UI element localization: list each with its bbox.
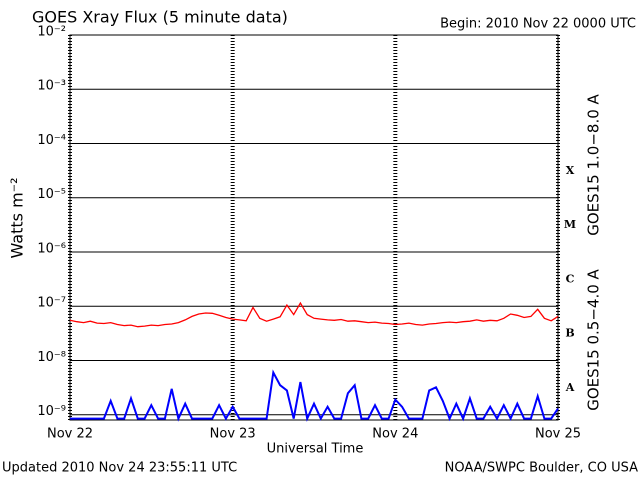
legend-label: GOES15 1.0−8.0 A [585, 93, 603, 235]
class-label: A [565, 381, 575, 394]
y-tick-label: 10⁻⁹ [37, 404, 66, 419]
class-label: M [564, 218, 576, 231]
y-tick-label: 10⁻³ [37, 79, 66, 94]
plot-frame [69, 34, 559, 421]
y-tick-label: 10⁻⁶ [37, 241, 66, 256]
y-tick-label: 10⁻² [37, 25, 66, 40]
class-label: C [566, 272, 575, 285]
legend-label: GOES15 0.5−4.0 A [585, 268, 603, 410]
y-axis-label: Watts m⁻² [8, 177, 27, 258]
y-tick-label: 10⁻⁴ [37, 133, 66, 148]
subtitle: Begin: 2010 Nov 22 0000 UTC [440, 17, 636, 32]
x-tick-label: Nov 22 [47, 427, 93, 442]
footer-right: NOAA/SWPC Boulder, CO USA [445, 461, 638, 476]
x-axis-label: Universal Time [267, 442, 364, 457]
y-tick-label: 10⁻⁸ [37, 350, 66, 365]
class-label: X [566, 164, 575, 177]
y-tick-label: 10⁻⁷ [37, 296, 66, 311]
chart-title: GOES Xray Flux (5 minute data) [32, 8, 288, 27]
x-tick-label: Nov 25 [535, 427, 581, 442]
series-line [70, 369, 559, 422]
y-tick-label: 10⁻⁵ [37, 187, 66, 202]
footer-left: Updated 2010 Nov 24 23:55:11 UTC [2, 461, 237, 476]
x-tick-label: Nov 24 [372, 427, 418, 442]
class-label: B [565, 327, 574, 340]
series-line [69, 301, 559, 328]
x-tick-label: Nov 23 [210, 427, 256, 442]
